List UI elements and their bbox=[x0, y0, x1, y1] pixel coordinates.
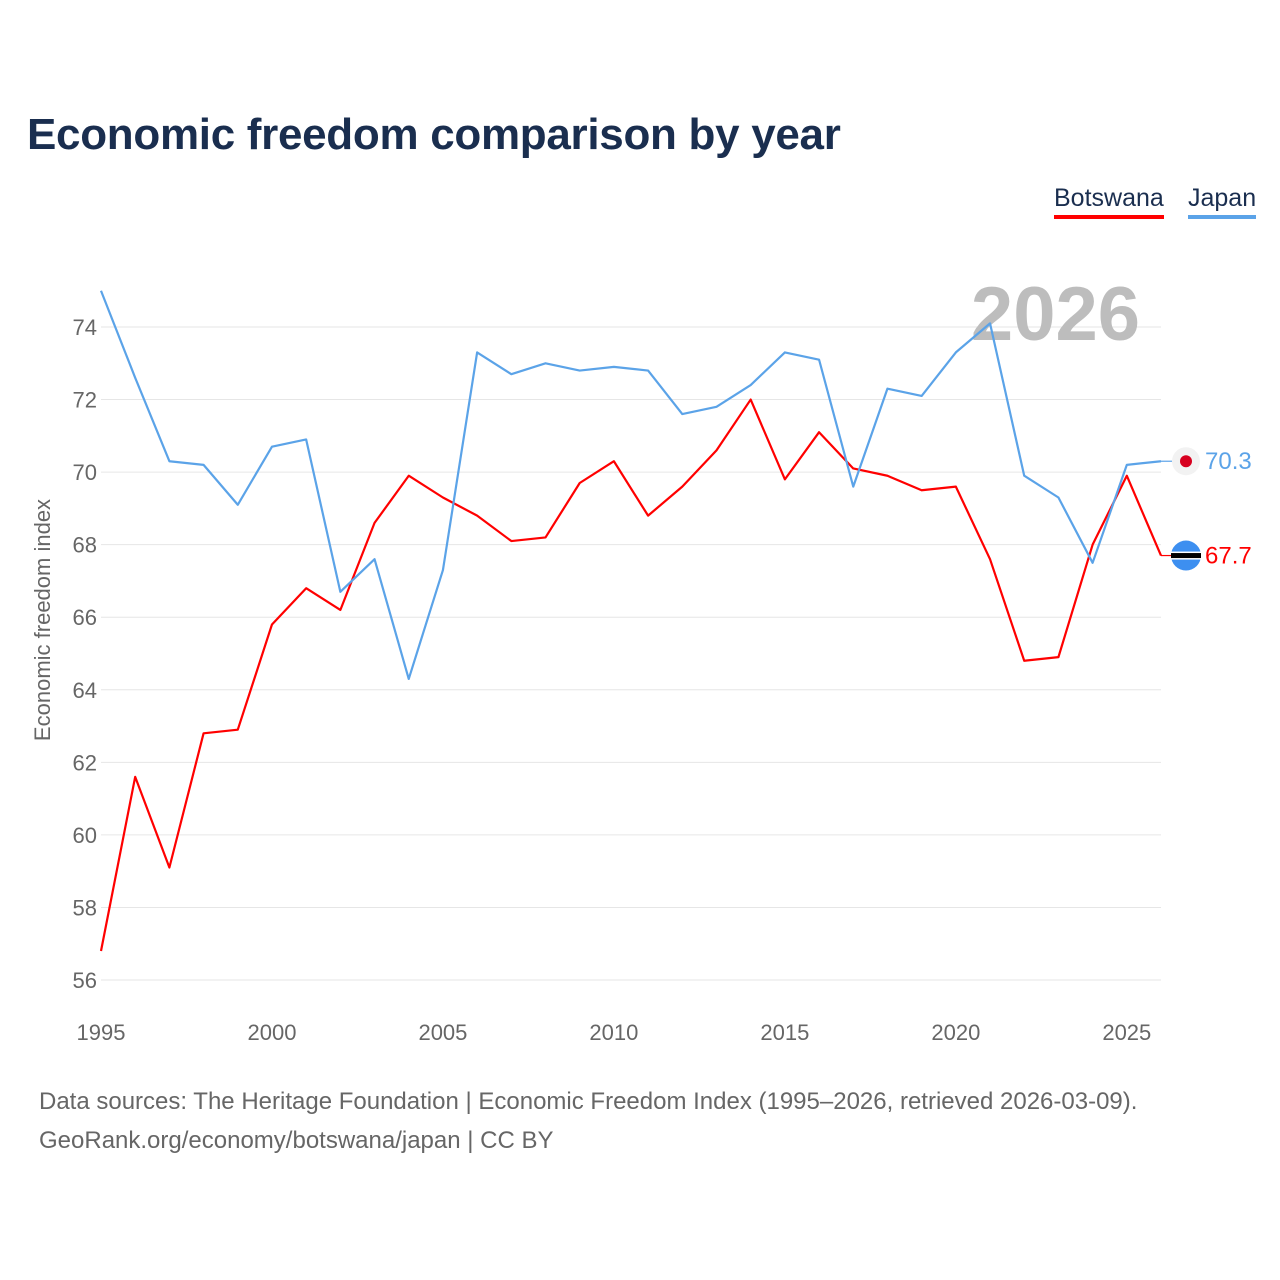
data-point-japan[interactable] bbox=[337, 589, 343, 595]
data-point-botswana[interactable] bbox=[440, 495, 446, 501]
series-line-japan[interactable] bbox=[99, 290, 1162, 680]
data-point-japan[interactable] bbox=[816, 357, 822, 363]
botswana-flag-icon bbox=[1171, 540, 1201, 571]
x-tick-label: 2025 bbox=[1102, 1020, 1151, 1045]
data-point-japan[interactable] bbox=[474, 349, 480, 355]
data-point-botswana[interactable] bbox=[748, 397, 754, 403]
x-tick-label: 2000 bbox=[247, 1020, 296, 1045]
data-point-botswana[interactable] bbox=[679, 484, 685, 490]
data-point-botswana[interactable] bbox=[611, 458, 617, 464]
data-point-japan[interactable] bbox=[577, 368, 583, 374]
data-point-japan[interactable] bbox=[953, 349, 959, 355]
data-point-botswana[interactable] bbox=[508, 538, 514, 544]
data-point-japan[interactable] bbox=[611, 364, 617, 370]
data-point-botswana[interactable] bbox=[987, 556, 993, 562]
year-watermark: 2026 bbox=[971, 272, 1140, 357]
data-point-japan[interactable] bbox=[987, 320, 993, 326]
y-tick-label: 62 bbox=[73, 750, 97, 775]
data-point-japan[interactable] bbox=[201, 462, 207, 468]
data-point-japan[interactable] bbox=[679, 411, 685, 417]
data-point-japan[interactable] bbox=[645, 368, 651, 374]
data-point-japan[interactable] bbox=[166, 458, 172, 464]
data-point-japan[interactable] bbox=[269, 444, 275, 450]
source-text: Data sources: The Heritage Foundation | … bbox=[39, 1088, 1138, 1115]
source-link[interactable]: GeoRank.org/economy/botswana/japan | CC … bbox=[39, 1127, 554, 1154]
data-point-botswana[interactable] bbox=[98, 948, 104, 954]
y-tick-label: 74 bbox=[73, 315, 97, 340]
y-tick-label: 56 bbox=[73, 968, 97, 993]
data-point-japan[interactable] bbox=[748, 382, 754, 388]
data-point-japan[interactable] bbox=[713, 404, 719, 410]
data-point-japan[interactable] bbox=[132, 375, 138, 381]
series-line-botswana[interactable] bbox=[99, 398, 1163, 952]
data-point-botswana[interactable] bbox=[372, 520, 378, 526]
data-point-botswana[interactable] bbox=[269, 621, 275, 627]
y-tick-label: 64 bbox=[73, 678, 97, 703]
y-tick-label: 60 bbox=[73, 823, 97, 848]
y-axis-label: Economic freedom index bbox=[30, 499, 55, 741]
data-point-japan[interactable] bbox=[1021, 473, 1027, 479]
data-point-botswana[interactable] bbox=[953, 484, 959, 490]
data-point-botswana[interactable] bbox=[850, 465, 856, 471]
x-tick-label: 2015 bbox=[760, 1020, 809, 1045]
y-tick-label: 66 bbox=[73, 605, 97, 630]
data-point-japan[interactable] bbox=[406, 676, 412, 682]
data-point-botswana[interactable] bbox=[782, 476, 788, 482]
data-point-botswana[interactable] bbox=[1090, 542, 1096, 548]
x-tick-label: 2020 bbox=[931, 1020, 980, 1045]
data-point-japan[interactable] bbox=[98, 288, 104, 294]
y-tick-label: 70 bbox=[73, 460, 97, 485]
y-tick-label: 58 bbox=[73, 895, 97, 920]
data-point-botswana[interactable] bbox=[816, 429, 822, 435]
data-point-japan[interactable] bbox=[919, 393, 925, 399]
data-point-japan[interactable] bbox=[235, 502, 241, 508]
data-point-japan[interactable] bbox=[303, 436, 309, 442]
end-value-label-botswana: 67.7 bbox=[1205, 543, 1252, 570]
y-tick-label: 72 bbox=[73, 388, 97, 413]
data-point-japan[interactable] bbox=[1090, 560, 1096, 566]
data-point-botswana[interactable] bbox=[645, 513, 651, 519]
data-point-botswana[interactable] bbox=[1055, 654, 1061, 660]
data-point-botswana[interactable] bbox=[543, 534, 549, 540]
data-point-botswana[interactable] bbox=[406, 473, 412, 479]
data-point-botswana[interactable] bbox=[166, 865, 172, 871]
chart-title: Economic freedom comparison by year bbox=[27, 110, 841, 159]
data-point-japan[interactable] bbox=[508, 371, 514, 377]
x-tick-label: 2010 bbox=[589, 1020, 638, 1045]
data-point-botswana[interactable] bbox=[577, 480, 583, 486]
data-point-japan[interactable] bbox=[543, 360, 549, 366]
data-point-japan[interactable] bbox=[884, 386, 890, 392]
data-point-japan[interactable] bbox=[440, 567, 446, 573]
data-point-botswana[interactable] bbox=[132, 774, 138, 780]
data-point-botswana[interactable] bbox=[303, 585, 309, 591]
data-point-botswana[interactable] bbox=[713, 447, 719, 453]
data-point-botswana[interactable] bbox=[919, 487, 925, 493]
data-point-japan[interactable] bbox=[372, 556, 378, 562]
y-tick-label: 68 bbox=[73, 533, 97, 558]
x-tick-label: 1995 bbox=[77, 1020, 126, 1045]
data-point-botswana[interactable] bbox=[474, 513, 480, 519]
legend-item-botswana[interactable]: Botswana bbox=[1054, 184, 1164, 219]
data-point-japan[interactable] bbox=[1124, 462, 1130, 468]
data-point-botswana[interactable] bbox=[201, 730, 207, 736]
legend-item-japan[interactable]: Japan bbox=[1188, 184, 1257, 219]
data-point-botswana[interactable] bbox=[235, 727, 241, 733]
data-point-japan[interactable] bbox=[850, 484, 856, 490]
end-value-label-japan: 70.3 bbox=[1205, 448, 1252, 475]
data-point-botswana[interactable] bbox=[337, 607, 343, 613]
data-point-botswana[interactable] bbox=[1021, 658, 1027, 664]
data-point-japan[interactable] bbox=[1055, 495, 1061, 501]
data-point-japan[interactable] bbox=[782, 349, 788, 355]
data-point-botswana[interactable] bbox=[884, 473, 890, 479]
x-tick-label: 2005 bbox=[418, 1020, 467, 1045]
